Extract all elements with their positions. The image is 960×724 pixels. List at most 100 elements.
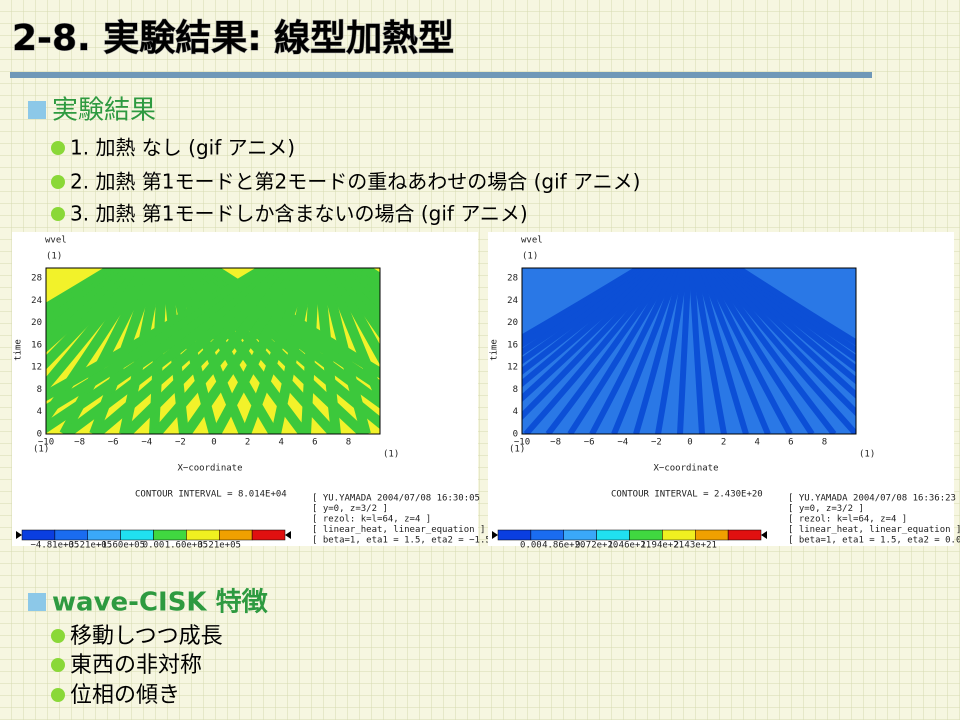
info-line: [ linear_heat, linear_equation ]: [312, 525, 485, 535]
contour-band: [705, 268, 815, 434]
colorbar-cell: [629, 529, 663, 541]
info-line: [ YU.YAMADA 2004/07/08 16:36:23: [788, 494, 956, 504]
colorbar-label: 2.43e+21: [674, 541, 717, 551]
x-tick-label: 0: [211, 438, 216, 448]
x-tick-label: 4: [754, 438, 759, 448]
colorbar-label: 1.60e+05: [165, 541, 208, 551]
item-bullet: [51, 688, 65, 702]
x-tick-label: 8: [346, 438, 351, 448]
contour-band: [688, 268, 705, 434]
colorbar-cell: [153, 529, 187, 541]
colorbar-label: 0.00: [520, 541, 542, 551]
contour-band: [522, 268, 641, 342]
contour-band: [545, 268, 672, 434]
y-tick-label: 4: [37, 407, 42, 417]
plot-frame: [45, 267, 381, 435]
info-line: [ y=0, z=3/2 ]: [312, 504, 388, 514]
info-line: [ linear_heat, linear_equation ]: [788, 525, 960, 535]
y-tick-label: 20: [507, 318, 518, 328]
x-axis-label: X−coordinate: [177, 464, 242, 474]
colorbar-label: 3.21e+05: [198, 541, 241, 551]
contour-band: [695, 268, 749, 434]
info-line: [ y=0, z=3/2 ]: [788, 504, 864, 514]
x-tick-label: 6: [788, 438, 793, 448]
plot-frame: [521, 267, 857, 435]
contour-interval: CONTOUR INTERVAL = 2.430E+20: [611, 490, 763, 500]
x-tick-label: 4: [278, 438, 283, 448]
item-bullet: [51, 207, 65, 221]
colorbar-cell: [530, 529, 564, 541]
y-tick-label: 24: [507, 296, 518, 306]
x-tick-label: −6: [108, 438, 119, 448]
contour-band: [677, 268, 692, 434]
item-text: 2. 加熱 第1モードと第2モードの重ねあわせの場合 (gif アニメ): [70, 170, 640, 194]
contour-band: [722, 268, 856, 385]
contour-band: [698, 268, 771, 434]
y-tick-label: 20: [31, 318, 42, 328]
contour-field: [522, 268, 856, 434]
info-line: [ rezol: k=l=64, z=4 ]: [312, 515, 431, 525]
x-tick-label: 0: [687, 438, 692, 448]
y-tick-label: 8: [37, 385, 42, 395]
y-tick-label: 24: [31, 296, 42, 306]
colorbar-arrow: [285, 531, 291, 539]
y-axis-label: time: [490, 339, 500, 361]
section-heading: 実験結果: [52, 96, 156, 126]
x-tick-label: −10: [38, 438, 54, 448]
contour-band: [332, 268, 380, 339]
variable-label: wvel: [45, 236, 67, 246]
contour-band: [301, 268, 320, 434]
contour-band: [732, 268, 856, 354]
item-text: 位相の傾き: [70, 683, 180, 708]
contour-band: [46, 268, 140, 370]
contour-band: [719, 268, 856, 399]
contour-band: [702, 268, 793, 434]
info-line: [ rezol: k=l=64, z=4 ]: [788, 515, 907, 525]
contour-band: [181, 268, 301, 434]
section-heading: wave-CISK 特徴: [52, 587, 269, 618]
colorbar-cell: [54, 529, 88, 541]
variable-label: wvel: [521, 236, 543, 246]
contour-band: [271, 268, 315, 434]
contour-band: [522, 268, 658, 388]
contour-band: [736, 268, 856, 346]
contour-band: [342, 268, 380, 310]
y-tick-label: 16: [31, 340, 42, 350]
contour-band: [522, 268, 655, 375]
contour-band: [63, 268, 282, 434]
colorbar-label: −1.60e+05: [96, 541, 145, 551]
x-axis-label: X−coordinate: [653, 464, 718, 474]
section-bullet: [28, 101, 46, 119]
contour-band: [522, 268, 651, 365]
contour-band: [715, 268, 856, 417]
y-tick-label: 12: [31, 363, 42, 373]
contour-field: [46, 268, 380, 434]
contour-band: [611, 268, 682, 434]
y-tick-label: 16: [507, 340, 518, 350]
y-axis-label: time: [14, 339, 24, 361]
colorbar-cell: [563, 529, 597, 541]
unit-label: (1): [46, 252, 62, 262]
y-tick-label: 28: [507, 274, 518, 284]
x-tick-label: −4: [617, 438, 628, 448]
contour-band: [712, 268, 856, 434]
unit-label: (1): [859, 450, 875, 460]
x-tick-label: 8: [822, 438, 827, 448]
contour-band: [709, 268, 837, 434]
unit-label: (1): [509, 445, 525, 455]
contour-band: [152, 268, 296, 434]
colorbar-label: 1.94e+21: [641, 541, 684, 551]
item-text: 東西の非対称: [70, 653, 202, 678]
colorbar-cell: [186, 529, 220, 541]
contour-band: [46, 268, 144, 393]
contour-band: [337, 268, 380, 322]
colorbar-label: 0.00: [143, 541, 165, 551]
contour-band: [729, 268, 856, 363]
colorbar-arrow: [16, 531, 22, 539]
contour-band: [726, 268, 856, 373]
unit-label: (1): [33, 445, 49, 455]
contour-band: [522, 268, 648, 356]
